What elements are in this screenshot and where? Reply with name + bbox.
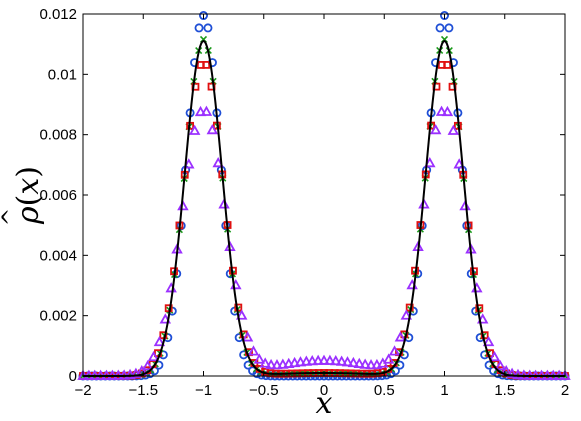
y-axis-label-hat: ^ xyxy=(0,208,24,226)
point-square xyxy=(480,331,489,340)
point-square xyxy=(202,61,211,69)
series-triangle xyxy=(77,105,571,380)
y-axis-label-open: ( xyxy=(11,195,46,207)
x-tick-label: −1.5 xyxy=(128,382,158,399)
point-triangle xyxy=(447,124,460,135)
y-tick-label: 0.002 xyxy=(39,308,77,325)
point-triangle xyxy=(482,335,495,347)
point-triangle xyxy=(394,331,407,342)
point-circle xyxy=(444,23,454,33)
point-triangle xyxy=(206,123,219,135)
y-tick-label: 0.004 xyxy=(39,247,77,264)
point-triangle xyxy=(359,358,371,369)
y-tick-label: 0.008 xyxy=(39,127,77,144)
point-triangle xyxy=(253,353,266,364)
y-axis-label-base: ρ xyxy=(11,206,46,225)
point-triangle xyxy=(259,357,271,368)
axis-ticks: −2 −1.5 −1 −0.5 0 0.5 1 1.5 2 0 0.002 0.004 0.006 0.0… xyxy=(39,6,569,399)
point-triangle xyxy=(235,309,248,320)
point-triangle xyxy=(194,105,207,117)
point-triangle xyxy=(506,367,518,378)
point-triangle xyxy=(153,335,166,347)
series-x xyxy=(79,35,569,380)
point-triangle xyxy=(118,369,130,380)
y-tick-label: 0 xyxy=(69,368,77,385)
point-triangle xyxy=(518,369,530,380)
x-tick-label: −0.5 xyxy=(249,382,279,399)
point-triangle xyxy=(324,354,336,365)
point-square xyxy=(159,331,168,340)
point-triangle xyxy=(288,356,301,368)
point-triangle xyxy=(141,359,154,371)
point-circle xyxy=(435,23,445,33)
point-triangle xyxy=(318,354,330,365)
series-line xyxy=(83,39,565,377)
point-triangle xyxy=(488,350,501,362)
x-tick-label: 1 xyxy=(440,382,448,399)
point-triangle xyxy=(218,198,230,209)
point-triangle xyxy=(183,158,195,169)
point-circle xyxy=(203,23,213,33)
point-triangle xyxy=(330,354,342,366)
point-triangle xyxy=(282,357,295,368)
point-triangle xyxy=(341,356,354,367)
point-triangle xyxy=(300,355,313,366)
point-triangle xyxy=(388,345,401,356)
point-triangle xyxy=(353,357,366,368)
point-triangle xyxy=(312,354,324,365)
y-axis-label-arg: x xyxy=(11,178,46,195)
point-triangle xyxy=(512,368,524,380)
y-axis-label-close: ) xyxy=(11,166,46,178)
y-tick-label: 0.01 xyxy=(48,66,77,83)
point-triangle xyxy=(382,353,395,364)
point-triangle xyxy=(441,105,454,117)
point-triangle xyxy=(271,359,283,370)
point-triangle xyxy=(494,359,507,371)
point-triangle xyxy=(347,356,360,368)
y-tick-label: 0.006 xyxy=(39,187,77,204)
x-tick-label: −1 xyxy=(195,382,212,399)
point-triangle xyxy=(265,358,277,370)
point-circle xyxy=(439,11,449,21)
x-tick-label: −2 xyxy=(74,382,91,399)
point-triangle xyxy=(241,331,254,342)
point-triangle xyxy=(147,350,160,362)
series-square xyxy=(79,61,569,380)
point-triangle xyxy=(306,354,318,366)
y-axis-label: ρ(x) ^ xyxy=(0,166,46,226)
point-square xyxy=(443,61,452,69)
series-circle xyxy=(78,11,570,381)
y-tick-label: 0.012 xyxy=(39,6,77,23)
point-triangle xyxy=(335,355,348,366)
point-triangle xyxy=(247,345,260,356)
point-triangle xyxy=(429,123,442,135)
x-axis-label: x xyxy=(316,386,333,421)
svg-text:ρ(x): ρ(x) xyxy=(11,166,46,225)
x-tick-label: 2 xyxy=(561,382,569,399)
point-circle xyxy=(194,23,204,33)
point-triangle xyxy=(435,105,448,116)
x-tick-label: 1.5 xyxy=(494,382,515,399)
plot-marks xyxy=(77,11,571,381)
point-triangle xyxy=(418,198,430,209)
point-triangle xyxy=(277,358,289,369)
point-triangle xyxy=(294,356,307,367)
x-tick-label: 0 xyxy=(320,382,328,399)
point-triangle xyxy=(200,105,213,116)
plot-frame xyxy=(82,13,566,377)
point-triangle xyxy=(365,359,377,370)
point-circle xyxy=(198,11,208,21)
point-triangle xyxy=(188,124,201,135)
point-triangle xyxy=(453,158,465,169)
point-triangle xyxy=(400,309,413,320)
x-tick-label: 0.5 xyxy=(374,382,395,399)
